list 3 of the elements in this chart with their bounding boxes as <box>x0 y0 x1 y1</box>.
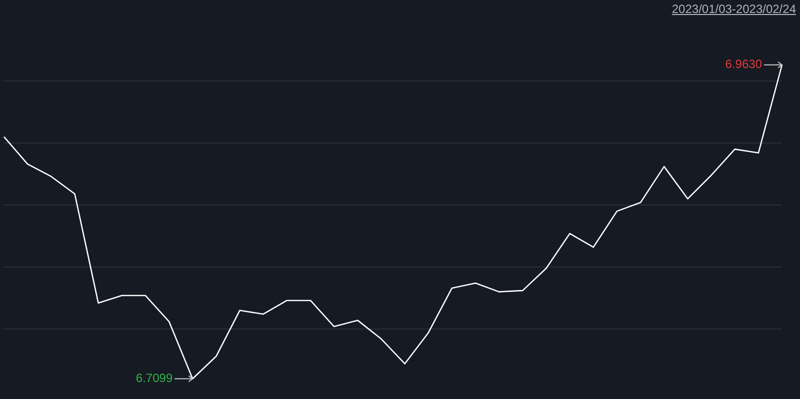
chart-title: 2023/01/03-2023/02/24 <box>672 2 796 16</box>
data-label: 6.7099 <box>136 371 173 386</box>
data-label: 6.9630 <box>725 57 762 72</box>
